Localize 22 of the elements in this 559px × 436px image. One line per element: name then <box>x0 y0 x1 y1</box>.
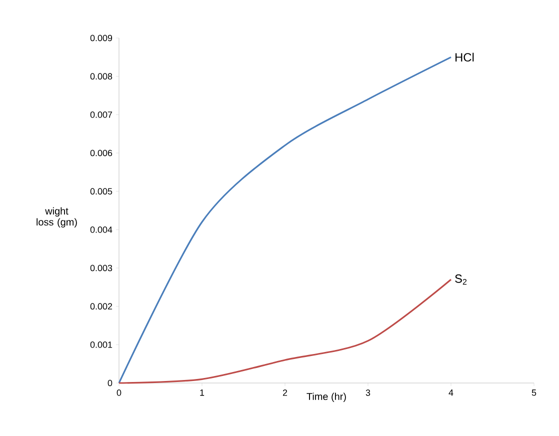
y-tick-label: 0 <box>108 380 112 386</box>
x-tick-label: 5 <box>532 390 536 396</box>
x-tick-label: 4 <box>448 390 454 396</box>
y-tick-label: 0.002 <box>90 303 112 310</box>
x-tick-label: 1 <box>200 390 204 396</box>
y-axis-title: wight loss (gm) <box>36 207 77 228</box>
y-tick-label: 0.004 <box>90 226 112 233</box>
line-series <box>118 56 452 384</box>
x-tick-label: 3 <box>366 390 370 396</box>
x-axis-title: Time (hr) <box>306 392 346 402</box>
y-tick-label: 0.008 <box>90 73 112 80</box>
y-tick-label: 0.003 <box>90 264 112 272</box>
series-label: HCl <box>456 52 474 62</box>
y-tick-label: 0.001 <box>90 341 112 348</box>
y-tick-label: 0.007 <box>90 111 112 118</box>
x-tick-label: 0 <box>116 390 122 396</box>
series-label: S$_{2}$ <box>455 274 467 285</box>
line-series <box>118 278 452 384</box>
x-tick-label: 2 <box>282 390 288 396</box>
y-tick-label: 0.006 <box>90 150 112 156</box>
y-tick-label: 0.005 <box>90 188 112 195</box>
y-tick-label: 0.009 <box>90 34 112 42</box>
